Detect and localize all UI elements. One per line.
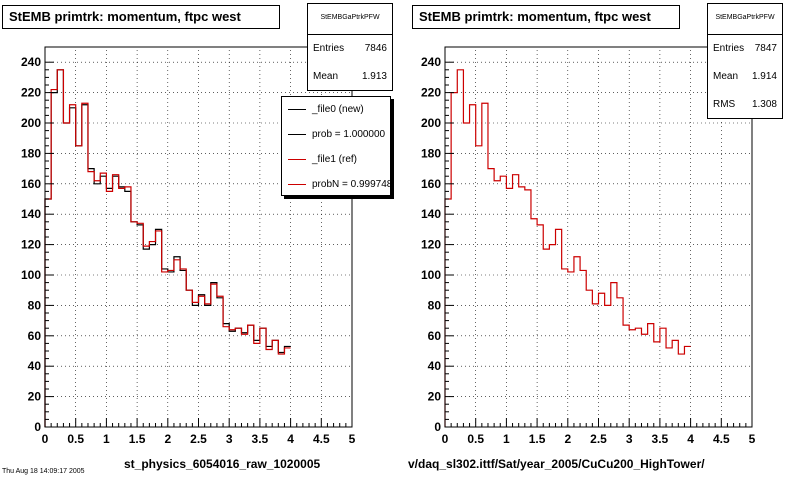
right-y-tick-label: 180: [421, 146, 441, 160]
right-stats-mean-label: Mean: [713, 71, 739, 82]
right-stats-rms: 1.308: [751, 99, 777, 110]
left-y-tick-label: 40: [28, 359, 42, 373]
legend-item-prob: prob = 1.000000: [282, 122, 390, 147]
left-y-tick-label: 20: [28, 390, 42, 404]
left-x-tick-label: 2.5: [190, 432, 207, 446]
right-y-tick-label: 240: [421, 55, 441, 69]
right-y-tick-label: 40: [428, 359, 442, 373]
left-x-tick-label: 0.5: [67, 432, 84, 446]
right-series-0: [444, 69, 691, 427]
right-y-tick-label: 0: [434, 420, 441, 434]
right-y-tick-label: 100: [421, 268, 441, 282]
right-stats-name: StEMBGaPtrkPFW: [708, 4, 782, 35]
right-stats-rms-label: RMS: [713, 99, 736, 110]
legend-item-file0: _file0 (new): [282, 97, 390, 122]
left-x-tick-label: 3: [226, 432, 233, 446]
legend-swatch-file1: [288, 159, 306, 160]
right-y-tick-label: 220: [421, 86, 441, 100]
left-x-tick-label: 1: [103, 432, 110, 446]
left-y-tick-label: 140: [21, 207, 41, 221]
left-y-tick-label: 80: [28, 298, 42, 312]
right-stats-mean: 1.914: [751, 71, 777, 82]
left-x-tick-label: 2: [164, 432, 171, 446]
left-x-axis-label: st_physics_6054016_raw_1020005: [124, 457, 321, 471]
left-x-tick-label: 3.5: [252, 432, 269, 446]
left-chart-title: StEMB primtrk: momentum, ftpc west: [2, 5, 280, 29]
right-x-tick-label: 2.5: [590, 432, 607, 446]
right-y-tick-label: 140: [421, 207, 441, 221]
right-x-tick-label: 0: [442, 432, 449, 446]
left-x-tick-label: 5: [349, 432, 356, 446]
right-y-tick-label: 80: [428, 298, 442, 312]
left-x-tick-label: 0: [42, 432, 49, 446]
footer-timestamp: Thu Aug 18 14:09:17 2005: [2, 468, 85, 475]
right-x-tick-label: 2: [564, 432, 571, 446]
right-y-tick-label: 160: [421, 177, 441, 191]
left-x-tick-label: 1.5: [129, 432, 146, 446]
right-x-tick-label: 3: [626, 432, 633, 446]
right-stats-box: StEMBGaPtrkPFW Entries 7847 Mean 1.914 RMS…: [707, 3, 783, 119]
right-y-tick-label: 120: [421, 238, 441, 252]
right-chart-title: StEMB primtrk: momentum, ftpc west: [412, 5, 680, 29]
left-y-tick-label: 160: [21, 177, 41, 191]
left-y-tick-label: 100: [21, 268, 41, 282]
left-series-1: [44, 69, 291, 427]
right-y-tick-label: 200: [421, 116, 441, 130]
legend-swatch-probn: [288, 184, 306, 185]
left-stats-mean-label: Mean: [313, 71, 339, 82]
left-legend: _file0 (new) prob = 1.000000 _file1 (ref…: [281, 96, 391, 196]
right-x-tick-label: 1.5: [529, 432, 546, 446]
legend-swatch-file0: [288, 109, 306, 110]
left-y-tick-label: 120: [21, 238, 41, 252]
right-plot-area: 0 0.5 1 1.5 2 2.5 3 3.5 4 4.5 5 0 20 40 60 80 100 120 140 1…: [421, 46, 756, 446]
left-y-tick-label: 200: [21, 116, 41, 130]
right-y-tick-label: 20: [428, 390, 442, 404]
right-x-tick-label: 0.5: [467, 432, 484, 446]
left-y-tick-label: 0: [34, 420, 41, 434]
right-x-axis-label: v/daq_sl302.ittf/Sat/year_2005/CuCu200_H…: [408, 457, 705, 471]
left-y-tick-label: 220: [21, 86, 41, 100]
right-x-tick-label: 4: [687, 432, 694, 446]
legend-item-probn: probN = 0.999748: [282, 172, 390, 195]
right-x-tick-label: 5: [749, 432, 756, 446]
left-stats-entries-label: Entries: [313, 43, 345, 54]
legend-swatch-prob: [288, 134, 306, 135]
left-stats-mean: 1.913: [361, 71, 387, 82]
right-stats-entries-label: Entries: [713, 43, 745, 54]
right-y-tick-label: 60: [428, 329, 442, 343]
left-y-tick-label: 240: [21, 55, 41, 69]
left-y-tick-label: 60: [28, 329, 42, 343]
left-stats-entries: 7846: [364, 43, 387, 54]
right-x-tick-label: 3.5: [652, 432, 669, 446]
legend-item-file1: _file1 (ref): [282, 147, 390, 172]
left-x-tick-label: 4: [287, 432, 294, 446]
right-x-tick-label: 1: [503, 432, 510, 446]
left-stats-name: StEMBGaPtrkPFW: [308, 4, 392, 35]
right-stats-entries: 7847: [754, 43, 777, 54]
right-x-tick-label: 4.5: [713, 432, 730, 446]
left-stats-box: StEMBGaPtrkPFW Entries 7846 Mean 1.913: [307, 3, 393, 91]
left-y-tick-label: 180: [21, 146, 41, 160]
left-x-tick-label: 4.5: [313, 432, 330, 446]
